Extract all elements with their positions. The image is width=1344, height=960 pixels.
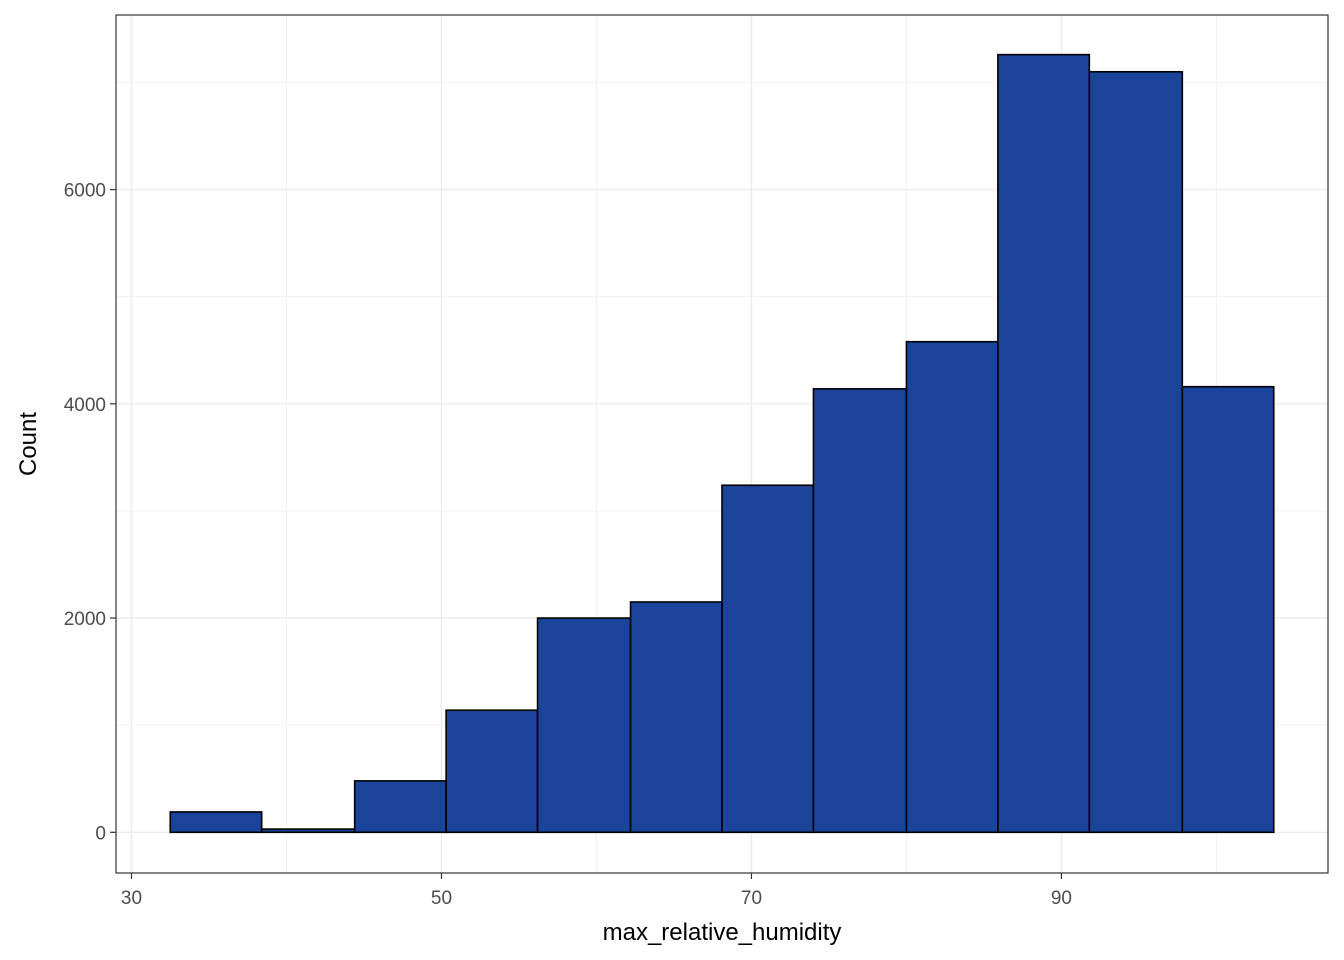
histogram-bar: [536, 617, 632, 834]
x-axis: 30 50 70 90: [121, 873, 1072, 909]
histogram-bar: [629, 601, 723, 834]
histogram-bar: [260, 828, 356, 834]
x-tick-label: 70: [741, 888, 762, 909]
histogram-bar: [169, 811, 263, 834]
histogram-bar: [905, 340, 999, 834]
y-tick-label: 6000: [64, 181, 106, 202]
histogram-bar: [1088, 70, 1184, 834]
histogram-bars: [169, 53, 1275, 834]
x-tick-label: 30: [121, 888, 142, 909]
y-tick-label: 4000: [64, 395, 106, 416]
histogram-bar: [353, 780, 447, 834]
y-axis: 0 2000 4000 6000: [64, 181, 116, 844]
y-tick-label: 2000: [64, 609, 106, 630]
x-tick-label: 50: [431, 888, 452, 909]
plot-border: [115, 14, 1329, 874]
histogram-bar: [1181, 385, 1275, 834]
histogram-bar: [812, 388, 908, 834]
x-tick-label: 90: [1051, 888, 1072, 909]
y-axis-title: Count: [15, 412, 42, 476]
x-axis-title: max_relative_humidity: [603, 919, 842, 946]
histogram-bar: [445, 709, 539, 834]
y-tick-label: 0: [95, 823, 106, 844]
histogram-bar: [721, 484, 815, 834]
histogram-bar: [997, 53, 1091, 834]
